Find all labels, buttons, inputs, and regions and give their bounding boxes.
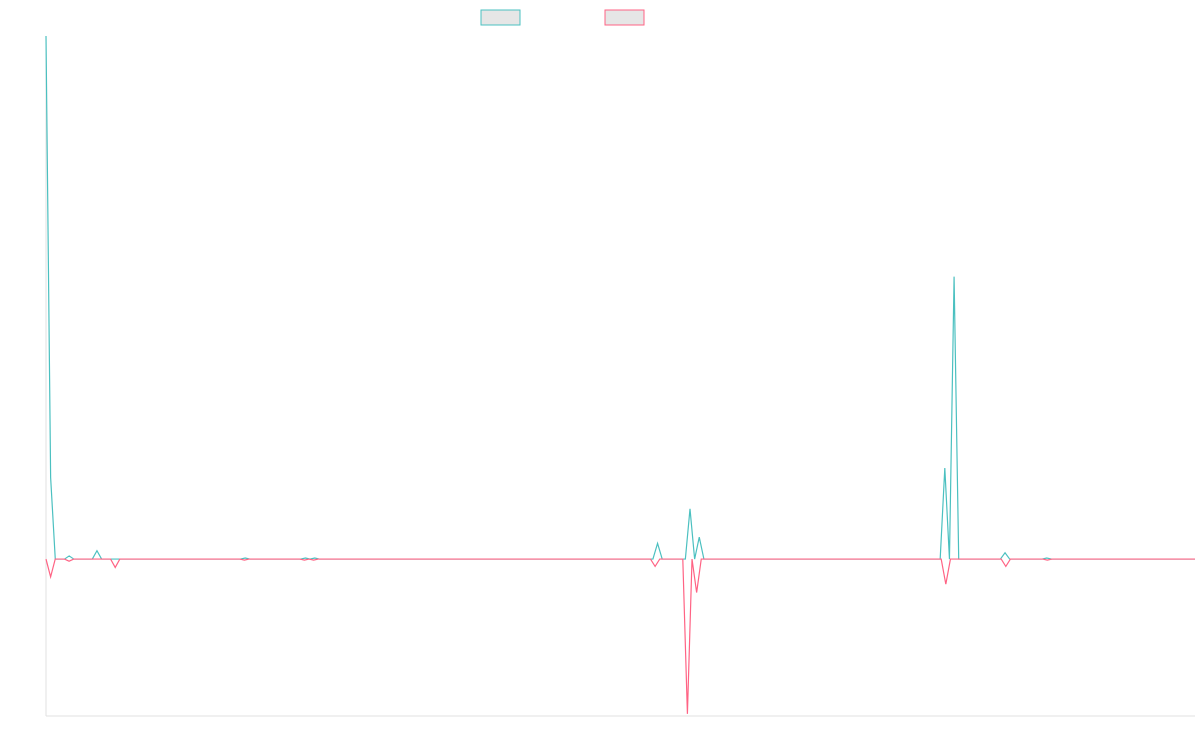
legend-swatch-series-2[interactable] [604, 9, 645, 26]
series-line-1 [45, 35, 1195, 560]
legend [480, 9, 645, 26]
plot-area [45, 35, 1195, 714]
legend-swatch-series-1[interactable] [480, 9, 521, 26]
axes [45, 36, 1195, 717]
series-line-2 [45, 558, 1195, 714]
